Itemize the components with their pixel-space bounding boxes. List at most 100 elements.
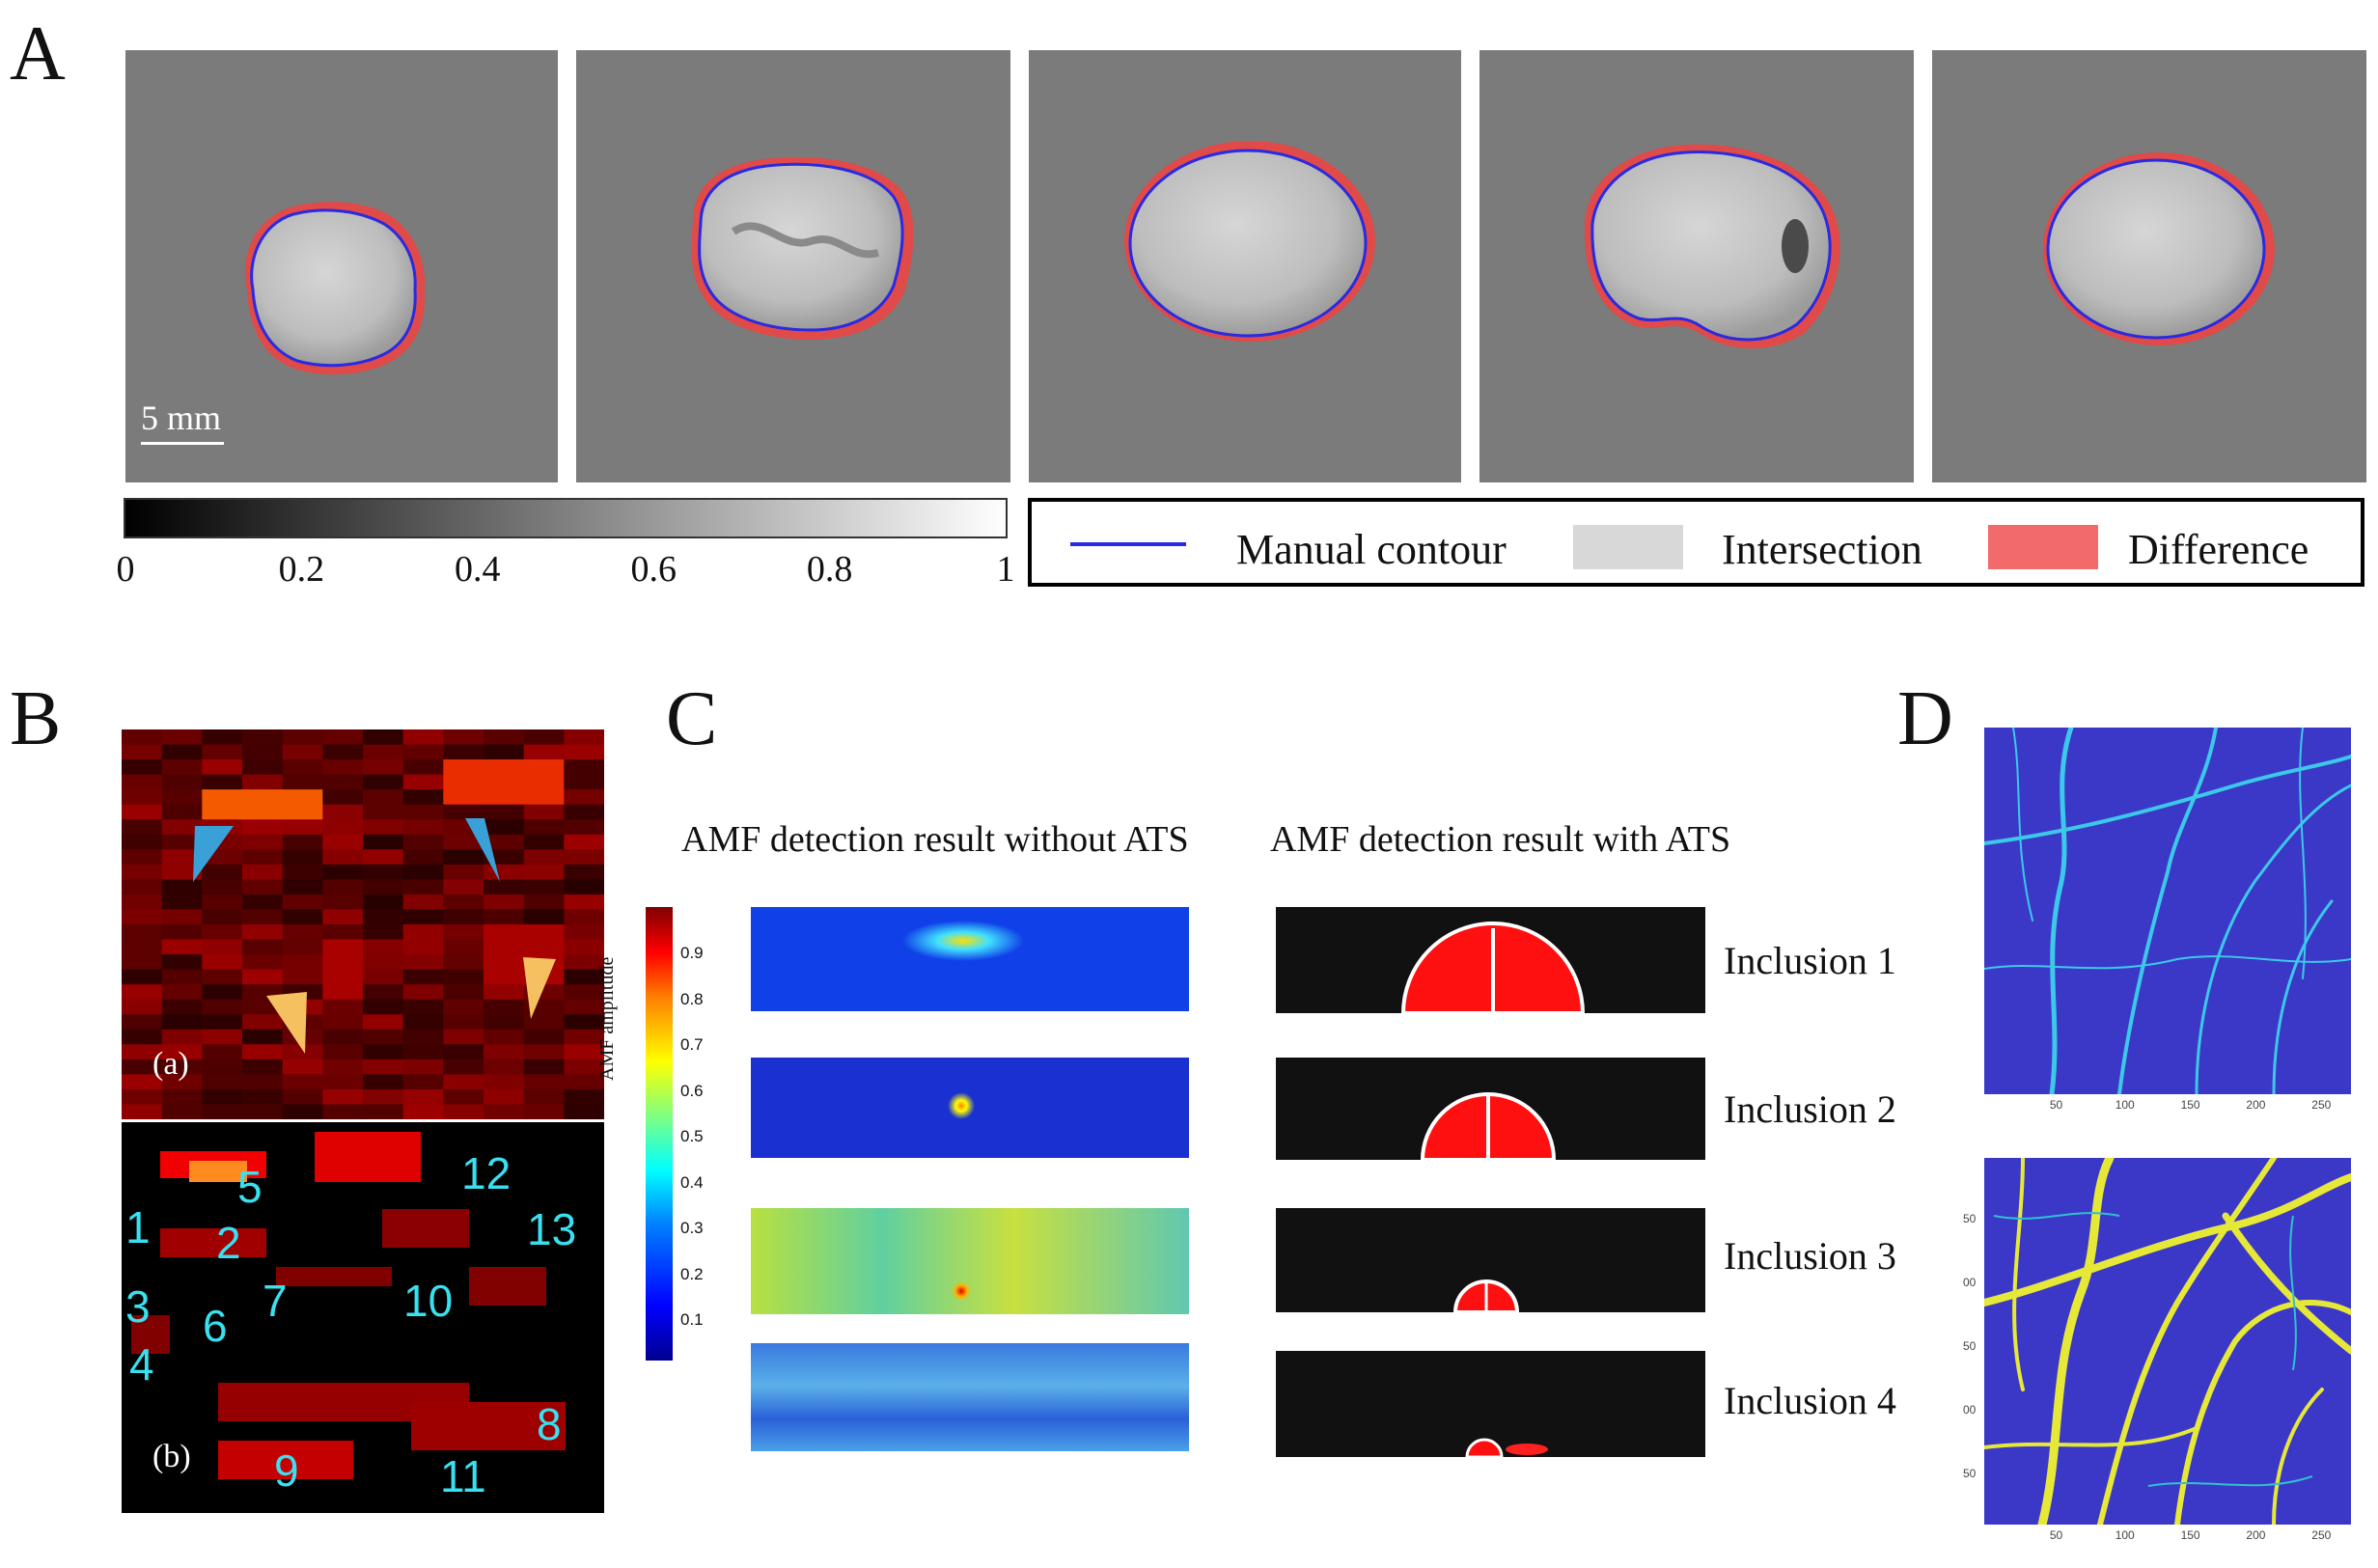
- inclusion-2-label: Inclusion 2: [1724, 1087, 1896, 1131]
- heat-block-9: [469, 1267, 546, 1306]
- amf-with-ats-4: [1276, 1351, 1705, 1457]
- difference-swatch: [1988, 525, 2098, 569]
- panel-a-letter: A: [10, 12, 66, 96]
- dBotXTicks-0: 50: [2049, 1528, 2063, 1542]
- region-10: 10: [403, 1276, 454, 1326]
- amf-colorbar-tick-6: 0.3: [680, 1219, 704, 1237]
- amf-colorbar-tick-1: 0.8: [680, 989, 704, 1008]
- ct-images-row: [125, 50, 2366, 482]
- intersection-swatch: [1573, 525, 1683, 569]
- heat-block-3: [382, 1209, 469, 1248]
- amf-without-ats-2: [751, 1058, 1189, 1158]
- panel-c-letter: C: [666, 676, 718, 761]
- heatmap-a: (a): [122, 729, 604, 1119]
- amf-colorbar-tick-8: 0.1: [680, 1310, 704, 1329]
- caption-with-ats: AMF detection result with ATS: [1270, 819, 1731, 860]
- subpanel-a-label: (a): [152, 1046, 189, 1082]
- subpanel-b-label: (b): [152, 1439, 191, 1474]
- amf-without-ats-3: [751, 1208, 1189, 1314]
- heatmap-b: 1 2 3 4 5 6 7 8 9 10 11 12 13 (b): [122, 1122, 604, 1513]
- dTopTicks-1: 100: [2115, 1098, 2135, 1112]
- region-3: 3: [125, 1281, 151, 1332]
- amf-without-ats-4: [751, 1343, 1189, 1451]
- contour-legend: Manual contour Intersection Difference: [1028, 498, 2364, 587]
- dTopTicks-3: 200: [2246, 1098, 2266, 1112]
- ct-panel-5: [1932, 50, 2366, 482]
- inclusion-4-label: Inclusion 4: [1724, 1379, 1896, 1422]
- dBotXTicks-3: 200: [2246, 1528, 2266, 1542]
- ct-panel-3: [1029, 50, 1461, 482]
- arrowheads: [193, 818, 556, 1054]
- dBotXTicks-4: 250: [2311, 1528, 2332, 1542]
- heat-block-1: [315, 1132, 421, 1182]
- vessel-map-bottom-y-tick-1: 00: [1963, 1276, 1977, 1289]
- ct-panel-2: [576, 50, 1010, 482]
- colorbar-tick-4: 0.8: [806, 549, 853, 590]
- blue-arrowhead-left: [193, 826, 234, 882]
- amf-with-ats-2: [1276, 1058, 1705, 1162]
- dTopTicks-0: 50: [2049, 1098, 2063, 1112]
- vessel-map-bottom-y-tick-4: 50: [1963, 1467, 1977, 1480]
- ct-panel-1: [125, 50, 558, 482]
- amf-with-ats-3: [1276, 1208, 1705, 1314]
- amf-colorbar-tick-0: 0.9: [680, 944, 704, 962]
- vessel-map-bottom-y-tick-3: 00: [1963, 1403, 1977, 1417]
- dTopTicks-2: 150: [2180, 1098, 2200, 1112]
- amf-with-ats-column: [1276, 907, 1705, 1457]
- amf-colorbar-tick-2: 0.7: [680, 1035, 704, 1054]
- heat-block-6: [411, 1402, 566, 1450]
- region-5: 5: [237, 1162, 263, 1212]
- ct-panel-4: [1479, 50, 1914, 482]
- vessel-map-bottom: [1984, 1158, 2351, 1525]
- yellow-arrowhead-left: [266, 992, 307, 1054]
- region-9: 9: [274, 1445, 299, 1496]
- heat-block-7: [276, 1267, 392, 1286]
- vessel-map-bottom-y-tick-0: 50: [1963, 1212, 1977, 1225]
- amf-colorbar-tick-7: 0.2: [680, 1264, 704, 1283]
- blue-arrowhead-right: [465, 818, 500, 882]
- panel-b-letter: B: [10, 676, 62, 761]
- heat-hotspot: [189, 1161, 247, 1182]
- amf-colorbar-tick-3: 0.6: [680, 1081, 704, 1100]
- grayscale-colorbar: [124, 498, 1008, 538]
- amf-with-ats-1: [1276, 907, 1705, 1015]
- dBotXTicks-2: 150: [2180, 1528, 2200, 1542]
- manual-contour-label: Manual contour: [1236, 526, 1507, 573]
- region-8: 8: [537, 1399, 562, 1449]
- amf-without-ats-1: [751, 907, 1189, 1011]
- vessel-map-bottom-y-tick-2: 50: [1963, 1339, 1977, 1353]
- region-12: 12: [461, 1148, 512, 1198]
- colorbar-tick-3: 0.6: [630, 549, 677, 590]
- colorbar-tick-2: 0.4: [455, 549, 501, 590]
- vessel-map-top: [1984, 728, 2351, 1094]
- region-11: 11: [440, 1451, 486, 1501]
- scale-bar-label: 5 mm: [141, 399, 222, 437]
- amf-colorbar: [646, 907, 673, 1361]
- yellow-arrowhead-right: [523, 957, 556, 1019]
- heatmap-a-grid: [122, 729, 604, 1119]
- caption-without-ats: AMF detection result without ATS: [681, 819, 1189, 860]
- manual-contour-swatch: [1070, 542, 1186, 546]
- difference-label: Difference: [2128, 526, 2309, 573]
- region-4: 4: [129, 1339, 154, 1389]
- region-6: 6: [203, 1301, 228, 1351]
- colorbar-tick-5: 1: [996, 549, 1015, 590]
- region-1: 1: [125, 1202, 151, 1252]
- colorbar-tick-1: 0.2: [278, 549, 325, 590]
- region-2: 2: [216, 1218, 241, 1268]
- inclusion-3-label: Inclusion 3: [1724, 1234, 1896, 1278]
- intersection-label: Intersection: [1722, 526, 1922, 573]
- dTopTicks-4: 250: [2311, 1098, 2332, 1112]
- heat-block-8: [131, 1315, 170, 1354]
- panel-d-letter: D: [1897, 676, 1953, 761]
- dBotXTicks-1: 100: [2115, 1528, 2135, 1542]
- amf-colorbar-tick-4: 0.5: [680, 1127, 704, 1145]
- heat-block-2: [160, 1228, 266, 1257]
- amf-colorbar-tick-5: 0.4: [680, 1172, 704, 1192]
- region-13: 13: [527, 1204, 577, 1254]
- region-7: 7: [263, 1276, 288, 1326]
- scale-bar: [141, 442, 224, 445]
- amf-colorbar-title: AMF amplitude: [596, 956, 618, 1081]
- inclusion-1-label: Inclusion 1: [1724, 939, 1896, 982]
- heat-block-5: [218, 1441, 353, 1479]
